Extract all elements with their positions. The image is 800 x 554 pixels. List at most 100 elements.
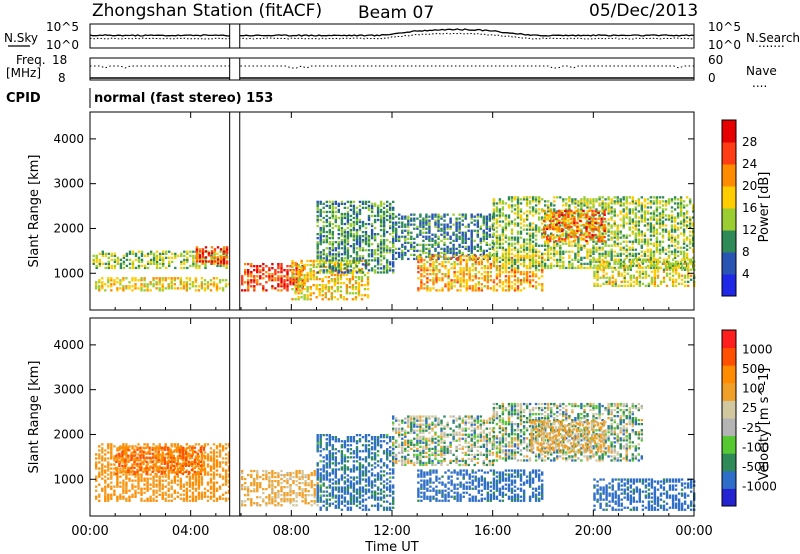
heatmap-cell — [661, 220, 665, 223]
heatmap-cell — [485, 249, 488, 252]
heatmap-cell — [346, 200, 350, 203]
heatmap-cell — [456, 279, 459, 282]
heatmap-cell — [331, 237, 334, 240]
heatmap-cell — [682, 224, 686, 227]
heatmap-cell — [655, 264, 659, 268]
heatmap-cell — [171, 256, 174, 259]
heatmap-cell — [177, 254, 180, 257]
heatmap-cell — [179, 497, 182, 500]
heatmap-cell — [605, 280, 608, 283]
heatmap-cell — [601, 252, 604, 255]
heatmap-cell — [467, 225, 470, 228]
heatmap-cell — [128, 497, 131, 500]
heatmap-cell — [128, 479, 131, 482]
heatmap-cell — [571, 200, 574, 203]
heatmap-cell — [373, 218, 377, 222]
heatmap-cell — [294, 298, 297, 301]
heatmap-cell — [577, 248, 580, 251]
heatmap-cell — [479, 237, 482, 240]
heatmap-cell — [203, 279, 207, 282]
heatmap-cell — [637, 216, 640, 219]
heatmap-cell — [455, 247, 458, 250]
noise-right-tick-bottom: 10^0 — [708, 38, 741, 52]
heatmap-cell — [361, 263, 365, 266]
heatmap-cell — [98, 285, 101, 288]
heatmap-cell — [373, 235, 377, 238]
heatmap-cell — [492, 200, 496, 203]
heatmap-cell — [392, 255, 395, 259]
heatmap-cell — [534, 269, 538, 272]
heatmap-cell — [315, 265, 318, 269]
heatmap-cell — [247, 287, 250, 290]
heatmap-cell — [610, 206, 613, 209]
heatmap-cell — [516, 224, 520, 227]
heatmap-cell — [622, 222, 625, 225]
heatmap-cell — [382, 233, 386, 236]
heatmap-cell — [423, 258, 426, 262]
heatmap-cell — [440, 229, 443, 232]
heatmap-cell — [197, 285, 201, 288]
heatmap-cell — [525, 248, 529, 251]
heatmap-cell — [345, 288, 349, 291]
heatmap-cell — [324, 286, 327, 289]
heatmap-cell — [650, 270, 654, 273]
heatmap-cell — [419, 231, 422, 234]
heatmap-cell — [671, 278, 675, 281]
heatmap-cell — [649, 216, 653, 219]
heatmap-cell — [337, 204, 340, 207]
heatmap-cell — [407, 231, 410, 234]
heatmap-cell — [470, 215, 473, 218]
heatmap-cell — [425, 221, 428, 224]
heatmap-cell — [401, 215, 404, 218]
heatmap-cell — [513, 242, 517, 245]
heatmap-cell — [568, 250, 571, 253]
heatmap-cell — [580, 258, 583, 261]
heatmap-cell — [429, 256, 432, 260]
heatmap-cell — [656, 274, 660, 277]
heatmap-cell — [152, 455, 155, 458]
heatmap-cell — [334, 216, 337, 220]
heatmap-cell — [561, 237, 564, 241]
heatmap-cell — [324, 265, 327, 269]
heatmap-cell — [98, 471, 101, 474]
heatmap-cell — [195, 258, 199, 261]
heatmap-cell — [461, 251, 464, 255]
heatmap-cell — [525, 271, 529, 274]
heatmap-cell — [585, 223, 588, 227]
heatmap-cell — [328, 200, 331, 203]
heatmap-cell — [164, 485, 167, 488]
heatmap-cell — [492, 204, 496, 207]
heatmap-cell — [492, 232, 496, 235]
heatmap-cell — [98, 473, 101, 476]
heatmap-cell — [289, 265, 292, 268]
heatmap-cell — [461, 231, 464, 234]
heatmap-cell — [534, 196, 538, 199]
heatmap-cell — [598, 232, 601, 235]
heatmap-cell — [682, 240, 686, 243]
heatmap-cell — [453, 275, 456, 278]
heatmap-cell — [479, 249, 482, 252]
heatmap-cell — [337, 263, 340, 266]
heatmap-cell — [349, 228, 353, 232]
heatmap-cell — [634, 254, 637, 257]
heatmap-cell — [170, 287, 173, 290]
heatmap-cell — [498, 244, 502, 247]
heatmap-cell — [625, 202, 628, 205]
heatmap-cell — [119, 459, 122, 462]
heatmap-cell — [319, 255, 322, 258]
heatmap-cell — [137, 287, 140, 290]
heatmap-cell — [349, 224, 353, 228]
heatmap-cell — [649, 222, 653, 225]
noise-sky-trace — [89, 28, 695, 37]
heatmap-cell — [352, 257, 356, 260]
heatmap-cell — [401, 235, 404, 238]
heatmap-cell — [492, 244, 496, 247]
heatmap-cell — [471, 265, 474, 268]
heatmap-cell — [573, 221, 576, 225]
heatmap-cell — [534, 234, 538, 237]
heatmap-cell — [201, 258, 204, 261]
heatmap-cell — [146, 252, 150, 255]
heatmap-cell — [541, 254, 544, 257]
heatmap-cell — [588, 215, 591, 218]
heatmap-cell — [452, 213, 455, 216]
